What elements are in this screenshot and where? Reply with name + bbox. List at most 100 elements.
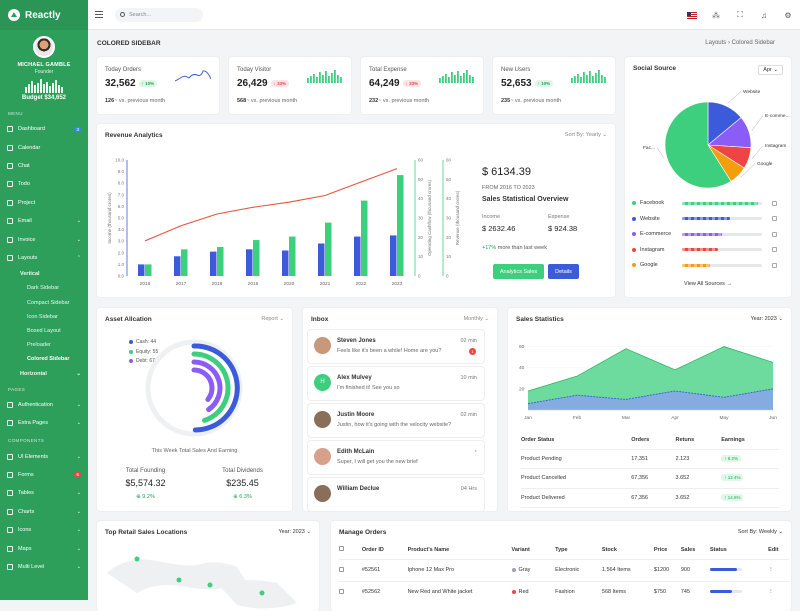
source-checkbox[interactable] bbox=[772, 231, 777, 237]
stat-comparison: 232~ vs. previous month bbox=[369, 98, 429, 104]
spark-bar bbox=[334, 70, 336, 83]
view-all-sources-link[interactable]: View All Sources → bbox=[684, 281, 732, 287]
stat-comparison: 235~ vs. previous month bbox=[501, 98, 561, 104]
notification-bell-icon[interactable]: ♫ bbox=[761, 10, 767, 20]
avatar[interactable] bbox=[33, 36, 55, 58]
inbox-message[interactable]: H Alex Mulvey I'm finished it! See you so 1… bbox=[308, 367, 484, 400]
locations-year-select[interactable]: Year: 2023 ⌄ bbox=[278, 529, 311, 535]
source-progress-fill bbox=[682, 217, 730, 220]
social-source-row[interactable]: Google bbox=[632, 262, 787, 268]
select-all-checkbox[interactable] bbox=[339, 546, 344, 552]
y-tick-left: 10.0 bbox=[115, 158, 124, 163]
inbox-message[interactable]: Justin Moore Justin, how it's going with … bbox=[308, 404, 484, 437]
total-dividends-pct: ⊕ 6.3% bbox=[233, 494, 252, 500]
source-checkbox[interactable] bbox=[772, 247, 777, 252]
sidebar-item-label: Authentication bbox=[18, 401, 53, 408]
budget-bar bbox=[31, 81, 33, 93]
status-progress bbox=[709, 568, 742, 572]
stat-comparison-text: ~ vs. previous month bbox=[378, 98, 430, 104]
language-flag-icon[interactable] bbox=[680, 11, 704, 19]
chevron-icon: ⌄ bbox=[76, 563, 81, 570]
sidebar-item-email[interactable]: Email ⌄ bbox=[0, 212, 88, 230]
source-checkbox[interactable] bbox=[772, 200, 777, 206]
y-tick-left: 2.0 bbox=[118, 250, 125, 255]
sidebar-sub-preloader[interactable]: Preloader bbox=[27, 342, 51, 349]
inbox-message[interactable]: Steven Jones Feels like it's been a while… bbox=[308, 330, 484, 363]
sidebar-item-tables[interactable]: Tables ⌄ bbox=[0, 484, 88, 502]
sidebar-item-layouts[interactable]: Layouts ⌃ bbox=[0, 249, 88, 267]
sidebar-sub-boxed-layout[interactable]: Boxed Layout bbox=[27, 327, 61, 334]
stat-label: Today Orders bbox=[105, 67, 142, 73]
budget-bar bbox=[52, 83, 54, 93]
source-checkbox[interactable] bbox=[772, 216, 777, 221]
sparkline-path bbox=[175, 70, 211, 82]
breadcrumb-parent[interactable]: Layouts bbox=[705, 40, 727, 46]
sales-year-select[interactable]: Year: 2023 ⌄ bbox=[750, 316, 783, 322]
sidebar-item-multi-level[interactable]: Multi Level ⌄ bbox=[0, 558, 88, 576]
edit-menu-icon[interactable]: ⋮ bbox=[768, 580, 789, 603]
sidebar-item-ui-elements[interactable]: UI Elements ⌄ bbox=[0, 447, 88, 465]
settings-gear-icon[interactable]: ⚙ bbox=[784, 10, 792, 20]
asset-ring-track bbox=[145, 339, 243, 437]
social-source-row[interactable]: Instagram bbox=[632, 247, 787, 253]
sidebar-item-todo[interactable]: Todo bbox=[0, 175, 88, 193]
variant-cell: Red bbox=[511, 580, 556, 603]
sidebar-sub-colored-sidebar[interactable]: Colored Sidebar bbox=[27, 356, 70, 363]
hamburger-menu-icon[interactable] bbox=[95, 9, 103, 20]
source-progress bbox=[682, 248, 762, 251]
inbox-period-select[interactable]: Monthly ⌄ bbox=[463, 316, 489, 322]
sales-statistics-card: Sales Statistics Year: 2023 ⌄ 20 40 60 Jan F… bbox=[508, 308, 791, 511]
inbox-message[interactable]: Edith McLain Super, I will get you the ne… bbox=[308, 441, 484, 474]
social-month-select[interactable]: Apr ⌄ bbox=[758, 65, 783, 75]
table-row[interactable]: #52562 New Red and White jacket Red Fashion… bbox=[339, 580, 789, 603]
sidebar-item-extra-pages[interactable]: Extra Pages ⌄ bbox=[0, 414, 88, 432]
orders-sort-select[interactable]: Sort By: Weekly ⌄ bbox=[737, 529, 783, 535]
sidebar-item-dashboard[interactable]: Dashboard 3 bbox=[0, 120, 88, 138]
edit-menu-icon[interactable]: ⋮ bbox=[768, 558, 789, 581]
table-row[interactable]: #52561 Iphone 12 Max Pro Gray Electronic 1.5… bbox=[339, 558, 789, 581]
bell-icon[interactable]: ◔ bbox=[473, 449, 477, 455]
social-source-row[interactable]: Facebook bbox=[632, 200, 787, 206]
sidebar-item-charts[interactable]: Charts ⌄ bbox=[0, 503, 88, 521]
row-checkbox[interactable] bbox=[339, 566, 344, 572]
total-dividends-value: $235.45 bbox=[226, 478, 259, 488]
details-button[interactable]: Details bbox=[548, 264, 579, 279]
asset-report-select[interactable]: Report ⌄ bbox=[261, 316, 284, 322]
sidebar-item-authentication[interactable]: Authentication ⌄ bbox=[0, 396, 88, 414]
product-name: New Red and White jacket bbox=[407, 580, 512, 603]
sidebar-sub-vertical[interactable]: Vertical bbox=[20, 271, 40, 278]
table-row[interactable]: Product Pending 17,351 2.123 ↑ 8.2% bbox=[521, 449, 779, 469]
social-source-row[interactable]: E-commerce bbox=[632, 231, 787, 237]
inbox-message[interactable]: William Declue 04 Hrs bbox=[308, 478, 484, 511]
total-founding-label: Total Founding bbox=[125, 468, 166, 474]
table-row[interactable]: Product Delivered 67,356 3.652 ↑ 14.6% bbox=[521, 488, 779, 508]
asset-caption: This Week Total Sales And Earning bbox=[151, 448, 238, 454]
analytics-sales-button[interactable]: Analytics Sales bbox=[493, 264, 544, 279]
sidebar-item-calendar[interactable]: Calendar bbox=[0, 138, 88, 156]
sidebar-item-icons[interactable]: Icons ⌄ bbox=[0, 521, 88, 539]
sidebar-sub-dark-sidebar[interactable]: Dark Sidebar bbox=[27, 285, 60, 292]
source-name: Website bbox=[640, 215, 660, 222]
apps-grid-icon[interactable]: ⁂ bbox=[712, 10, 720, 20]
source-checkbox[interactable] bbox=[772, 262, 777, 268]
order-id[interactable]: #52562 bbox=[361, 580, 408, 603]
sidebar-sub-icon-sidebar[interactable]: Icon Sidebar bbox=[27, 313, 58, 320]
sidebar-item-invoice[interactable]: Invoice ⌄ bbox=[0, 230, 88, 248]
fullscreen-icon[interactable]: ⛶ bbox=[737, 10, 743, 19]
sidebar-sub-horizontal[interactable]: Horizontal ⌄ bbox=[0, 366, 88, 380]
brand[interactable]: Reactly bbox=[0, 0, 88, 30]
table-row[interactable]: Product Cancelled 67,356 3.652 ↑ 12.4% bbox=[521, 468, 779, 489]
sidebar-sub-compact-sidebar[interactable]: Compact Sidebar bbox=[27, 299, 70, 306]
search-input[interactable]: Search... bbox=[115, 7, 203, 22]
sidebar-item-chat[interactable]: Chat bbox=[0, 157, 88, 175]
select-all-header[interactable] bbox=[339, 541, 362, 559]
sidebar-item-forms[interactable]: Forms 6 bbox=[0, 466, 88, 484]
order-id[interactable]: #52561 bbox=[361, 558, 408, 581]
sidebar-item-project[interactable]: Project bbox=[0, 194, 88, 212]
variant-color-dot bbox=[511, 589, 516, 594]
revenue-sort-select[interactable]: Sort By: Yearly ⌄ bbox=[564, 132, 607, 138]
row-checkbox[interactable] bbox=[339, 588, 344, 594]
social-source-row[interactable]: Website bbox=[632, 216, 787, 222]
sidebar-item-maps[interactable]: Maps ⌄ bbox=[0, 539, 88, 557]
source-progress bbox=[682, 201, 762, 205]
